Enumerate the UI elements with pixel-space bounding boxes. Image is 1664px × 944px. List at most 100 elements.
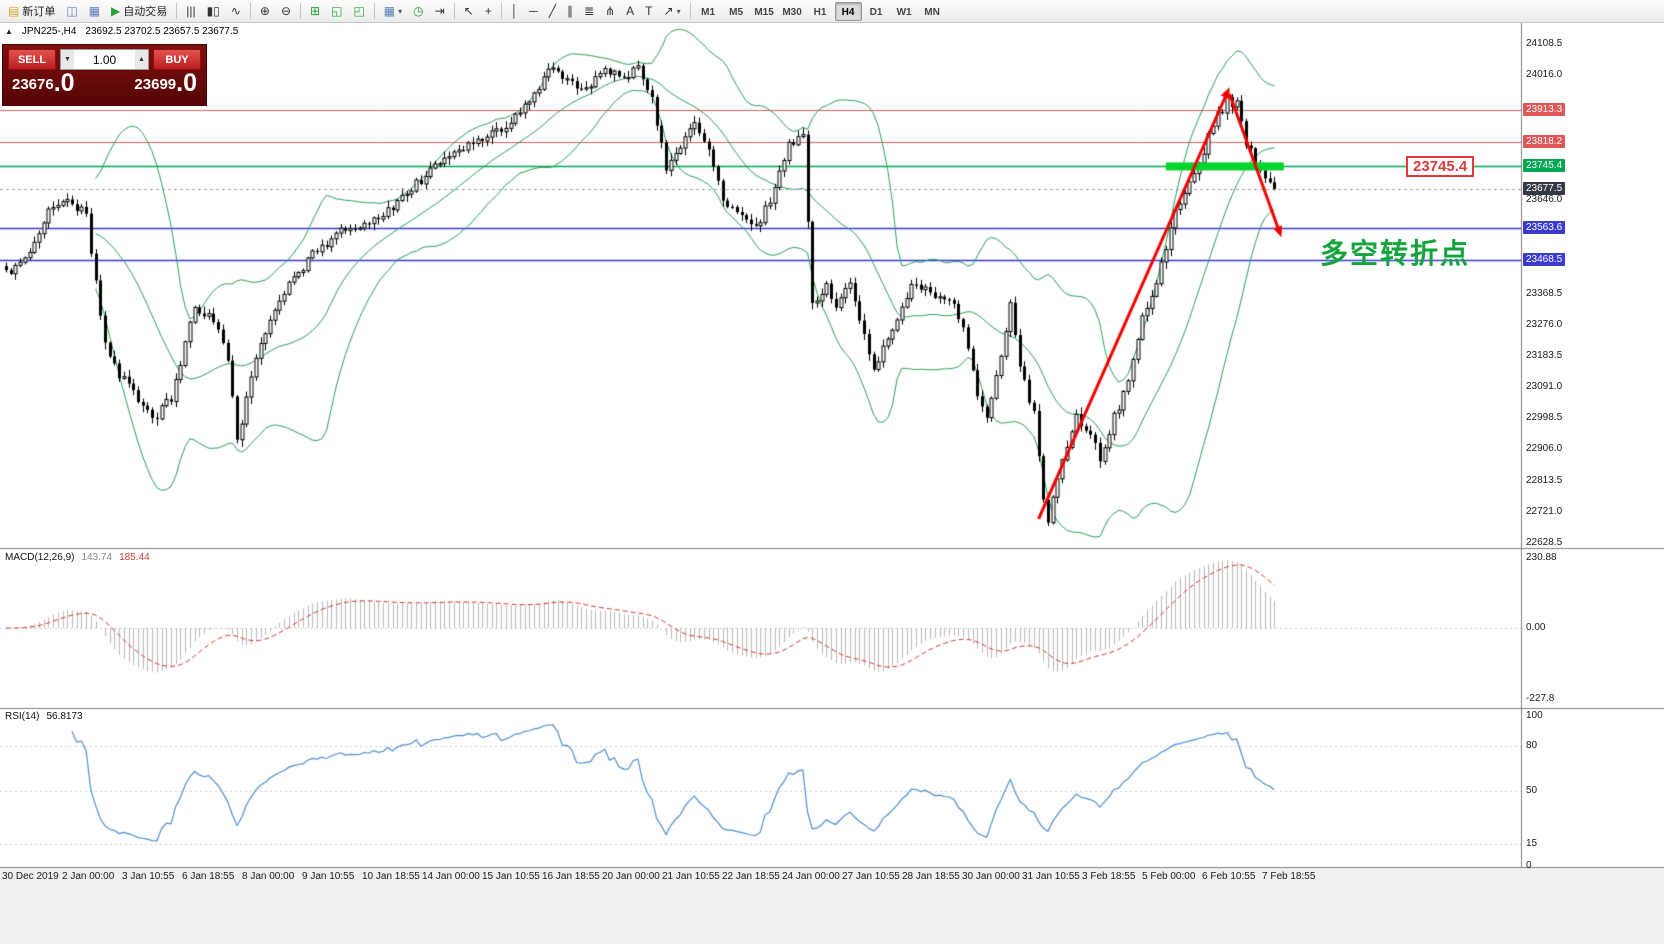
period-refresh-icon[interactable]: ◷	[408, 2, 428, 21]
vertical-line-icon[interactable]: │	[506, 2, 524, 21]
macd-label: MACD(12,26,9)	[5, 552, 75, 563]
timeframe-button-M30[interactable]: M30	[782, 6, 802, 18]
volume-decrease-button[interactable]: ▼	[61, 50, 74, 69]
profile-charts-icon[interactable]: ▦	[84, 2, 105, 21]
cursor-icon-glyph: ↖	[463, 4, 474, 18]
time-axis-label-10: 20 Jan 00:00	[602, 871, 660, 882]
time-axis-label-1: 2 Jan 00:00	[62, 871, 115, 882]
price-axis-label-24108.5: 24108.5	[1526, 38, 1563, 49]
price-axis-label-23091: 23091.0	[1526, 381, 1563, 393]
timeframe-button-M5[interactable]: M5	[729, 6, 744, 18]
rsi-axis-label-0: 0	[1526, 860, 1532, 871]
macd-header: MACD(12,26,9) 143.74 185.44	[5, 552, 150, 563]
new-order-button-label: 新订单	[22, 6, 56, 18]
time-axis-label-21: 7 Feb 18:55	[1262, 871, 1316, 882]
timeframe-button-MN[interactable]: MN	[924, 6, 940, 18]
time-axis-label-15: 28 Jan 18:55	[902, 871, 960, 882]
arrange-windows-icon[interactable]: ◰	[348, 2, 369, 21]
line-chart-icon-glyph: ∿	[230, 4, 241, 18]
timeframe-button-M15[interactable]: M15	[754, 6, 774, 18]
zoom-in-icon[interactable]: ⊕	[255, 2, 275, 21]
rsi-label: RSI(14)	[5, 711, 40, 722]
timeframe-button-H4[interactable]: H4	[834, 1, 862, 21]
rsi-axis-label-80: 80	[1526, 740, 1538, 751]
time-axis-label-17: 31 Jan 10:55	[1022, 871, 1080, 882]
channel-icon[interactable]: ∥	[562, 2, 578, 21]
sell-button[interactable]: SELL	[8, 49, 56, 70]
time-axis-label-18: 3 Feb 18:55	[1082, 871, 1136, 882]
volume-field[interactable]: ▼ 1.00 ▲	[60, 49, 149, 70]
time-axis-label-3: 6 Jan 18:55	[182, 871, 235, 882]
horizontal-line-icon-glyph: ─	[529, 4, 538, 18]
tile-windows-icon-glyph: ⊞	[310, 4, 321, 18]
new-chart-dropdown[interactable]: ▦ ▾	[379, 2, 407, 21]
time-axis-label-16: 30 Jan 00:00	[962, 871, 1020, 882]
zoom-in-icon-glyph: ⊕	[259, 4, 270, 18]
candlestick-chart-icon[interactable]: ▮▯	[202, 2, 225, 21]
toolbar-separator	[453, 3, 455, 19]
toolbar-separator	[176, 3, 178, 19]
fibonacci-icon-glyph: ≣	[584, 4, 595, 18]
toolbar-separator	[300, 3, 302, 19]
crosshair-icon-glyph: +	[484, 4, 492, 18]
timeframe-button-M1[interactable]: M1	[701, 6, 716, 18]
timeframe-button-D1[interactable]: D1	[869, 6, 883, 18]
one-click-trade-panel: SELL ▼ 1.00 ▲ BUY 23676.0 23699.0	[2, 44, 207, 106]
new-chart-dropdown-glyph: ▦	[383, 4, 396, 18]
buy-button[interactable]: BUY	[153, 49, 201, 70]
arrows-dropdown-glyph: ↗	[663, 4, 674, 18]
chart-windows-icon[interactable]: ◫	[61, 2, 82, 21]
chart-header: ▲ JPN225-,H4 23692.5 23702.5 23657.5 236…	[5, 26, 238, 37]
arrows-dropdown-caret-icon: ▾	[676, 6, 681, 16]
price-axis-label-23745.4: 23745.4	[1523, 159, 1566, 173]
text-icon[interactable]: A	[621, 2, 639, 21]
arrange-windows-icon-glyph: ◰	[353, 4, 365, 18]
timeframe-button-W1[interactable]: W1	[896, 6, 912, 18]
rsi-value: 56.8173	[46, 711, 83, 722]
time-axis-label-14: 27 Jan 10:55	[842, 871, 900, 882]
price-axis-label-22628.5: 22628.5	[1526, 537, 1563, 548]
line-chart-icon[interactable]: ∿	[226, 2, 246, 21]
price-axis-label-23468.5: 23468.5	[1523, 252, 1566, 266]
rsi-header: RSI(14) 56.8173	[5, 711, 83, 722]
timeframe-button-H1[interactable]: H1	[813, 6, 827, 18]
cursor-icon[interactable]: ↖	[459, 2, 479, 21]
auto-trading-button[interactable]: ▶ 自动交易	[106, 2, 172, 21]
crosshair-icon[interactable]: +	[480, 2, 497, 21]
chart-windows-icon-glyph: ◫	[66, 4, 78, 18]
ohlc-bars-icon[interactable]: |||	[181, 2, 200, 21]
time-axis-label-2: 3 Jan 10:55	[122, 871, 175, 882]
new-chart-dropdown-caret-icon: ▾	[398, 6, 403, 16]
price-axis-label-23368.5: 23368.5	[1526, 287, 1563, 299]
fibonacci-icon[interactable]: ≣	[579, 2, 599, 21]
trendline-icon[interactable]: ╱	[544, 2, 561, 21]
cascade-windows-icon[interactable]: ◱	[326, 2, 347, 21]
text-label-icon[interactable]: T	[640, 2, 657, 21]
price-axis-label-22906: 22906.0	[1526, 443, 1563, 455]
ohlc-bars-icon-glyph: |||	[186, 4, 196, 18]
zoom-out-icon[interactable]: ⊖	[276, 2, 296, 21]
new-order-button[interactable]: ▤ 新订单	[3, 2, 60, 21]
profile-charts-icon-glyph: ▦	[88, 4, 101, 18]
pitchfork-icon[interactable]: ⋔	[600, 2, 620, 21]
chart-shift-icon[interactable]: ⇥	[430, 2, 450, 21]
vertical-line-icon-glyph: │	[510, 4, 519, 18]
chart-ohlc-quote: 23692.5 23702.5 23657.5 23677.5	[85, 26, 239, 37]
price-axis-label-22813.5: 22813.5	[1526, 474, 1563, 486]
one-click-collapse-icon[interactable]: ▲	[5, 27, 13, 36]
time-axis-label-9: 16 Jan 18:55	[542, 871, 600, 882]
buy-price: 23699.0	[134, 69, 197, 97]
arrows-dropdown[interactable]: ↗ ▾	[659, 2, 686, 21]
time-axis-label-20: 6 Feb 10:55	[1202, 871, 1256, 882]
volume-increase-button[interactable]: ▲	[135, 50, 148, 69]
candlestick-chart-icon-glyph: ▮▯	[206, 4, 220, 18]
time-axis-label-8: 15 Jan 10:55	[482, 871, 540, 882]
volume-value[interactable]: 1.00	[92, 52, 117, 67]
price-axis-label-24016: 24016.0	[1526, 69, 1563, 81]
time-axis-label-7: 14 Jan 00:00	[422, 871, 480, 882]
horizontal-line-icon[interactable]: ─	[524, 2, 543, 21]
toolbar-separator	[500, 3, 502, 19]
time-axis-label-11: 21 Jan 10:55	[662, 871, 720, 882]
tile-windows-icon[interactable]: ⊞	[305, 2, 325, 21]
